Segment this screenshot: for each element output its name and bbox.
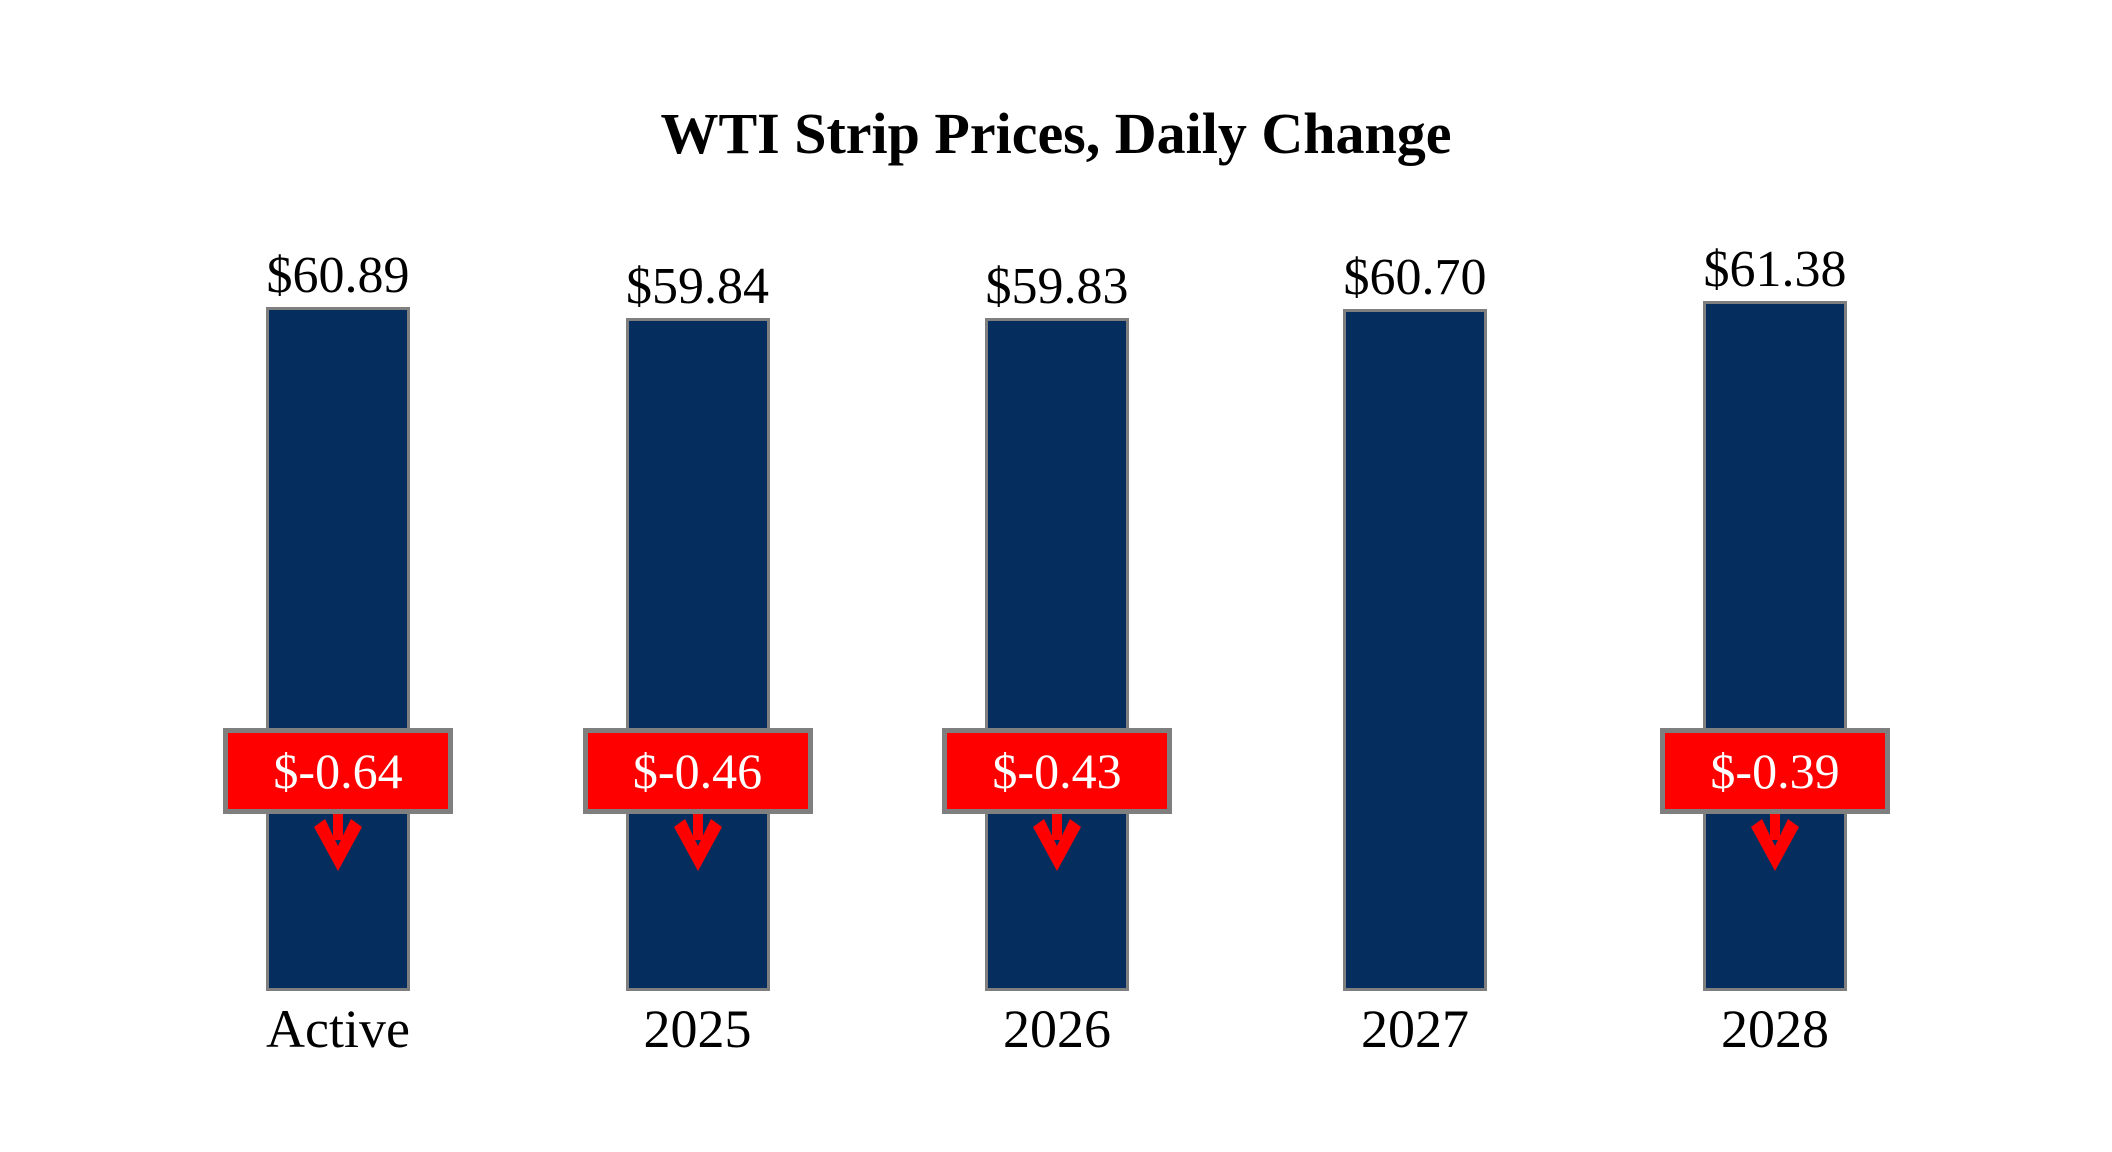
change-value: $-0.39 [1710, 743, 1840, 799]
chart-title: WTI Strip Prices, Daily Change [660, 101, 1452, 166]
price-bar [985, 318, 1129, 991]
change-badge: $-0.43 [942, 728, 1172, 814]
price-value-label: $61.38 [1703, 241, 1847, 298]
price-bar [625, 318, 770, 991]
change-value: $-0.46 [632, 743, 763, 799]
change-badge: $-0.39 [1660, 728, 1890, 814]
down-arrow-icon [1748, 814, 1802, 872]
down-arrow-icon [671, 814, 725, 872]
price-value-label: $59.83 [985, 258, 1129, 315]
price-value-label: $60.70 [1343, 249, 1487, 306]
price-value-label: $60.89 [266, 247, 410, 304]
category-label: Active [266, 999, 410, 1059]
change-badge: $-0.46 [582, 728, 813, 814]
change-value: $-0.43 [992, 743, 1122, 799]
category-label: 2026 [1003, 999, 1111, 1059]
price-value-label: $59.84 [626, 258, 769, 315]
category-label: 2025 [643, 999, 752, 1059]
price-bar [266, 307, 410, 991]
price-bar [1703, 301, 1847, 991]
down-arrow-icon [1030, 814, 1084, 872]
change-badge: $-0.64 [223, 728, 453, 814]
category-label: 2028 [1721, 999, 1829, 1059]
down-arrow-icon [311, 814, 365, 872]
price-bar [1343, 309, 1487, 991]
category-label: 2027 [1361, 999, 1469, 1059]
change-value: $-0.64 [273, 743, 403, 799]
